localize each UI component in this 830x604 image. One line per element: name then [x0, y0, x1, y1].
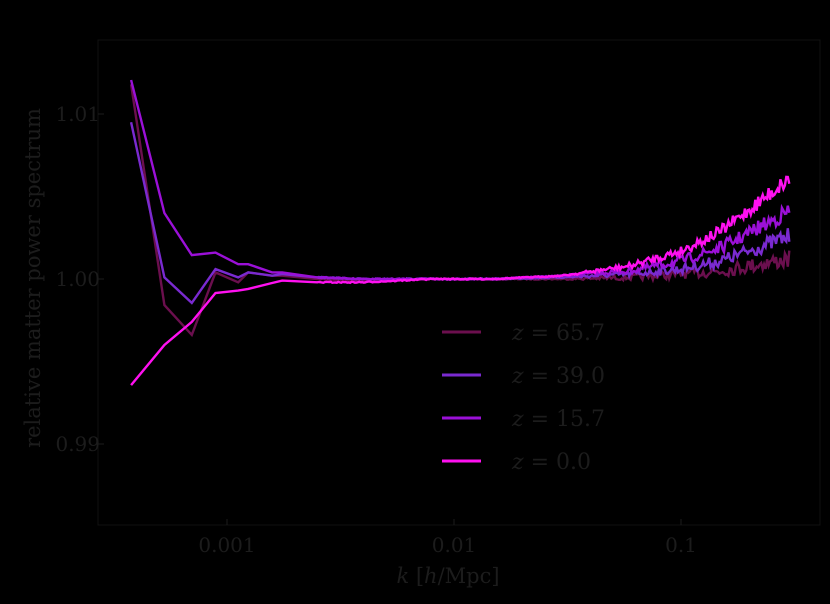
series-line — [130, 175, 791, 386]
legend-label: z = 0.0 — [511, 450, 591, 475]
x-axis-ticks: 0.001 0.01 0.1 — [198, 519, 697, 557]
y-tick-label: 0.99 — [55, 432, 100, 456]
legend: z = 65.7 z = 39.0 z = 15.7 z = 0.0 — [442, 321, 605, 475]
y-tick-label: 1.01 — [55, 102, 100, 126]
series-39-0 — [129, 121, 791, 305]
legend-item: z = 65.7 — [442, 321, 605, 346]
series-line — [129, 84, 791, 338]
series-65-7 — [129, 84, 791, 338]
y-axis-ticks: 0.99 1.00 1.01 — [55, 102, 104, 456]
legend-label: z = 39.0 — [511, 364, 605, 389]
legend-item: z = 39.0 — [442, 364, 605, 389]
legend-label: z = 15.7 — [511, 407, 605, 432]
x-axis-label: k [h/Mpc] — [396, 564, 499, 588]
legend-item: z = 15.7 — [442, 407, 605, 432]
legend-label: z = 65.7 — [511, 321, 605, 346]
y-tick-label: 1.00 — [55, 267, 100, 291]
x-tick-label: 0.01 — [432, 533, 477, 557]
axes-frame — [97, 39, 821, 526]
series-line — [129, 121, 791, 305]
plot-area — [97, 39, 821, 526]
legend-item: z = 0.0 — [442, 450, 591, 475]
series-layer — [129, 79, 791, 386]
series-0-0 — [130, 175, 791, 386]
x-tick-label: 0.001 — [198, 533, 255, 557]
y-axis-label: relative matter power spectrum — [21, 108, 45, 448]
x-tick-label: 0.1 — [665, 533, 697, 557]
